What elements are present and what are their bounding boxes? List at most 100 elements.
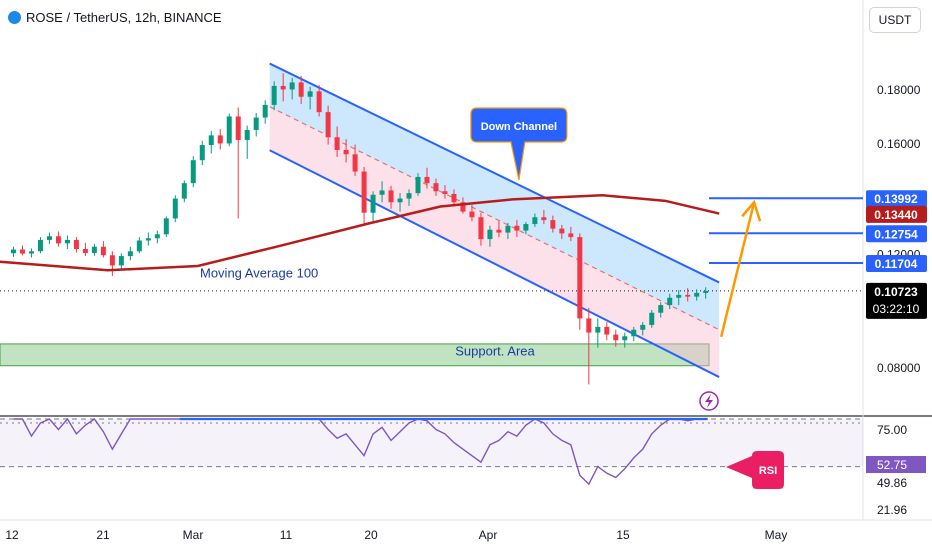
price-label-text: 0.13992 [874, 192, 918, 206]
rsi-band [0, 419, 863, 467]
candle-body [289, 82, 295, 90]
candle-body [82, 249, 88, 253]
candle-body [343, 149, 349, 155]
time-tick-label: 21 [96, 528, 110, 542]
price-label-text: 0.11704 [875, 257, 918, 271]
candle-body [550, 220, 556, 229]
candle-body [559, 228, 565, 234]
candle-body [577, 237, 583, 319]
candle-body [325, 112, 331, 138]
candle-body [154, 234, 160, 239]
time-tick-label: Apr [479, 528, 498, 542]
rsi-value-badge [866, 456, 926, 473]
price-tick-label: 0.18000 [877, 83, 921, 97]
candle-body [370, 194, 376, 213]
symbol-title: ROSE / TetherUS, 12h, BINANCE [26, 10, 222, 25]
rsi-tick-label: 75.00 [877, 423, 907, 437]
time-tick-label: 20 [364, 528, 378, 542]
down-channel-callout [470, 107, 568, 181]
candle-body [226, 116, 232, 144]
candle-body [271, 85, 277, 105]
candle-body [451, 193, 457, 203]
candle-body [253, 117, 259, 130]
rsi-value-label: 52.75 [877, 458, 907, 472]
candle-body [406, 193, 412, 199]
candle-body [262, 104, 268, 118]
price-label-badge [866, 205, 927, 223]
price-label-badge [866, 255, 927, 273]
candle-body [640, 324, 646, 330]
candle-body [487, 229, 493, 240]
candle-body [622, 336, 628, 341]
candle-body [127, 251, 133, 257]
countdown-label: 03:22:10 [873, 302, 920, 316]
candle-body [703, 290, 709, 293]
projection-arrow-head [741, 199, 762, 222]
channel-mid-line [269, 106, 720, 331]
channel-lower-line [269, 149, 720, 378]
candle-body [352, 154, 358, 172]
candle-body [280, 85, 286, 90]
candle-body [442, 191, 448, 194]
channel-upper-line [269, 62, 720, 284]
candle-body [595, 326, 601, 333]
candle-body [55, 236, 61, 244]
candle-body [424, 176, 430, 184]
candle-body [136, 240, 142, 252]
rsi-line [13, 417, 706, 486]
rsi-callout [726, 451, 784, 489]
rsi-callout-label: RSI [759, 465, 777, 477]
candle-body [613, 334, 619, 341]
candle-body [397, 198, 403, 203]
candle-body [235, 116, 241, 140]
rose-logo-icon [8, 11, 21, 24]
candle-body [91, 246, 97, 253]
candle-body [208, 135, 214, 146]
candle-body [100, 246, 106, 256]
price-label-badge [866, 190, 927, 208]
candle-body [514, 225, 520, 231]
candle-body [181, 183, 187, 199]
rsi-tick-label: 21.96 [877, 503, 907, 517]
candle-body [28, 251, 34, 254]
price-label-badge [866, 282, 927, 319]
symbol-header: ROSE / TetherUS, 12h, BINANCE [8, 10, 222, 25]
channel-lower-fill [269, 106, 720, 378]
candle-body [586, 318, 592, 333]
price-tick-label: 0.08000 [877, 361, 921, 375]
down-channel-label: Down Channel [481, 121, 557, 133]
time-tick-label: 15 [616, 528, 630, 542]
candle-body [667, 297, 673, 306]
candle-body [541, 217, 547, 221]
candle-body [469, 211, 475, 218]
moving-average-label: Moving Average 100 [200, 265, 318, 280]
candle-body [298, 82, 304, 97]
candle-body [433, 183, 439, 192]
candle-body [190, 160, 196, 184]
candle-body [496, 229, 502, 233]
channel-upper-fill [269, 63, 720, 330]
price-label-text: 0.13440 [874, 208, 918, 222]
time-tick-label: 11 [280, 528, 293, 542]
candle-body [649, 312, 655, 325]
price-tick-label: 0.16000 [877, 137, 921, 151]
moving-average-line [0, 194, 720, 272]
candle-body [244, 129, 250, 140]
currency-button[interactable]: USDT [869, 7, 921, 33]
candle-body [478, 217, 484, 240]
candle-body [109, 255, 115, 266]
candle-body [217, 135, 223, 144]
rsi-tick-label: 49.86 [877, 476, 907, 490]
price-label-badge [866, 225, 927, 243]
candle-body [568, 233, 574, 238]
support-area-label: Support. Area [455, 344, 535, 359]
candle-body [532, 217, 538, 225]
candle-body [658, 305, 664, 313]
candle-body [523, 224, 529, 231]
support-area-zone [0, 343, 710, 367]
candle-body [505, 225, 511, 233]
candle-body [379, 190, 385, 195]
candle-body [334, 137, 340, 150]
